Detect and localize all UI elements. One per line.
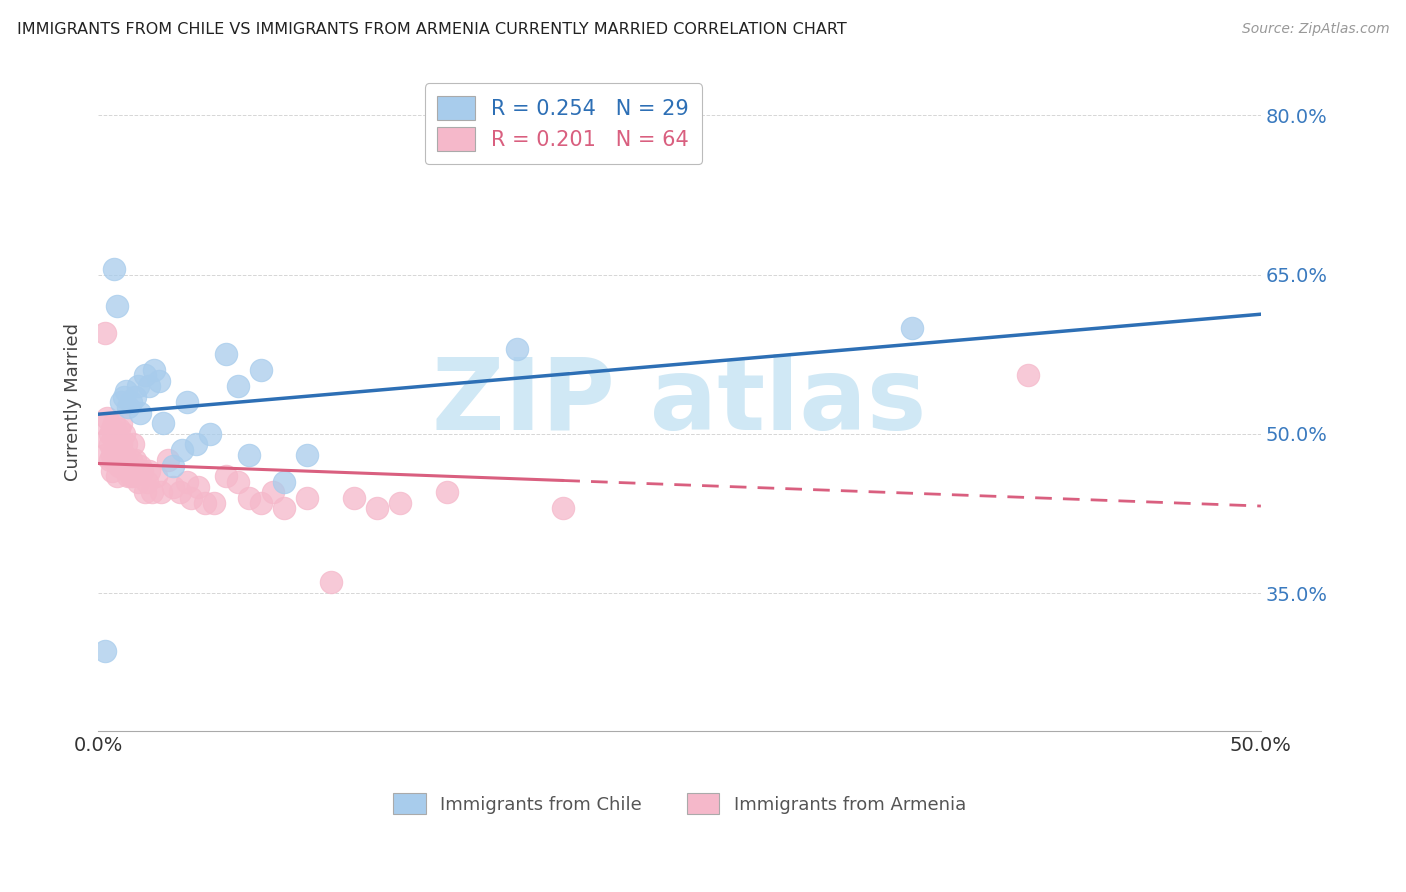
Point (91, 417, 114, 431)
Point (101, 421, 124, 435)
Point (108, 421, 131, 435)
Point (124, 390, 146, 404)
Point (94, 326, 117, 340)
Point (297, 491, 319, 505)
Point (136, 475, 159, 489)
Point (194, 496, 217, 510)
Point (115, 437, 138, 451)
Point (112, 448, 135, 462)
Point (120, 469, 142, 483)
Point (215, 347, 238, 361)
Point (162, 458, 184, 473)
Point (343, 491, 366, 505)
Point (127, 379, 149, 393)
Point (176, 475, 198, 489)
Point (108, 437, 131, 451)
Point (170, 442, 193, 457)
Point (115, 384, 138, 399)
Point (101, 448, 124, 462)
Point (215, 469, 238, 483)
Point (115, 453, 138, 467)
Point (94, 644, 117, 658)
Point (105, 426, 128, 441)
Point (553, 501, 575, 516)
Point (149, 485, 172, 500)
Point (105, 469, 128, 483)
Point (110, 395, 132, 409)
Point (122, 469, 145, 483)
Point (138, 379, 160, 393)
Point (101, 464, 124, 478)
Point (110, 437, 132, 451)
Point (187, 480, 209, 494)
Point (901, 320, 924, 334)
Point (148, 374, 170, 388)
Point (238, 491, 260, 505)
Point (117, 401, 139, 415)
Point (145, 469, 167, 483)
Point (176, 395, 198, 409)
Point (198, 426, 221, 441)
Point (262, 485, 284, 500)
Point (134, 368, 156, 383)
Text: IMMIGRANTS FROM CHILE VS IMMIGRANTS FROM ARMENIA CURRENTLY MARRIED CORRELATION C: IMMIGRANTS FROM CHILE VS IMMIGRANTS FROM… (17, 22, 846, 37)
Text: ZIP atlas: ZIP atlas (432, 353, 927, 450)
Point (117, 469, 139, 483)
Point (96, 411, 118, 425)
Point (238, 448, 260, 462)
Point (98, 426, 121, 441)
Point (103, 417, 125, 431)
Legend: Immigrants from Chile, Immigrants from Armenia: Immigrants from Chile, Immigrants from A… (385, 786, 973, 822)
Point (366, 501, 388, 516)
Point (273, 501, 295, 516)
Point (162, 480, 184, 494)
Point (129, 458, 152, 473)
Point (250, 363, 273, 377)
Point (105, 453, 128, 467)
Text: Source: ZipAtlas.com: Source: ZipAtlas.com (1241, 22, 1389, 37)
Point (319, 575, 342, 590)
Point (120, 453, 142, 467)
Point (108, 458, 131, 473)
Point (226, 379, 249, 393)
Point (122, 437, 145, 451)
Point (156, 453, 179, 467)
Point (1017, 368, 1039, 383)
Point (134, 485, 156, 500)
Point (112, 426, 135, 441)
Point (226, 475, 249, 489)
Point (250, 496, 273, 510)
Point (127, 475, 149, 489)
Point (204, 496, 226, 510)
Point (389, 496, 412, 510)
Point (103, 453, 125, 467)
Point (103, 262, 125, 277)
Point (120, 395, 142, 409)
Point (110, 458, 132, 473)
Point (112, 390, 135, 404)
Point (103, 432, 125, 446)
Point (129, 406, 152, 420)
Point (94, 448, 117, 462)
Point (98, 453, 121, 467)
Point (98, 437, 121, 451)
Point (152, 417, 174, 431)
Y-axis label: Currently Married: Currently Married (65, 323, 82, 481)
Point (143, 363, 166, 377)
Point (105, 300, 128, 314)
Point (131, 464, 153, 478)
Point (138, 464, 160, 478)
Point (169, 485, 191, 500)
Point (180, 491, 202, 505)
Point (110, 417, 132, 431)
Point (297, 448, 319, 462)
Point (124, 453, 146, 467)
Point (141, 485, 163, 500)
Point (184, 437, 207, 451)
Point (506, 342, 529, 356)
Point (273, 475, 295, 489)
Point (436, 485, 458, 500)
Point (96, 432, 118, 446)
